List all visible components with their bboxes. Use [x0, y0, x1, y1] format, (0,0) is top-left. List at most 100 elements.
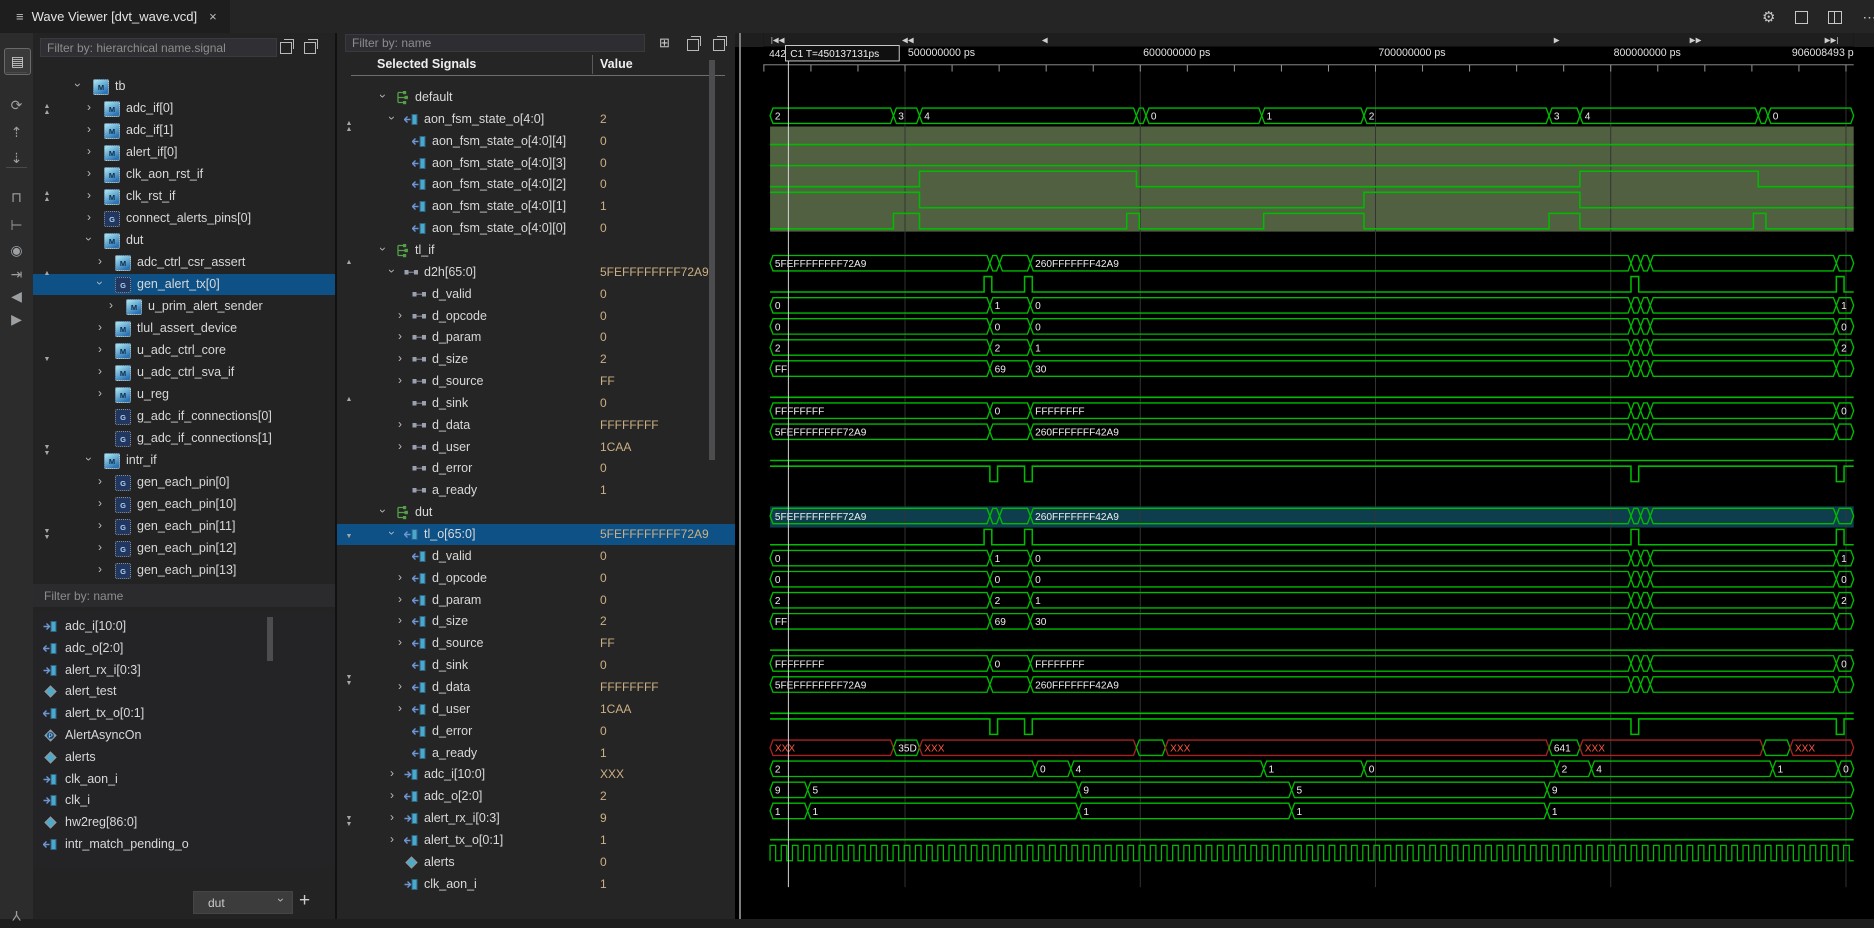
port-item-intr_match_pending_o[interactable]: intr_match_pending_o [33, 834, 335, 855]
download-icon[interactable]: ⇣ [10, 150, 23, 166]
chevron-collapsed-icon[interactable]: › [98, 254, 102, 268]
chevron-collapsed-icon[interactable]: › [98, 474, 102, 488]
record-icon[interactable]: ◉ [10, 242, 23, 258]
chevron-collapsed-icon[interactable]: › [398, 591, 402, 606]
signal-row-d2h[65:0][interactable]: › d2h[65:0] 5FEFFFFFFFF72A9 [337, 262, 735, 283]
chevron-collapsed-icon[interactable]: › [87, 144, 91, 158]
chevron-collapsed-icon[interactable]: › [390, 766, 394, 781]
chevron-collapsed-icon[interactable]: › [398, 613, 402, 628]
chevron-expanded-icon[interactable]: › [376, 509, 390, 514]
prev-edge-icon[interactable]: ◀ [11, 288, 22, 304]
signal-row-d_valid[interactable]: d_valid 0 [337, 546, 735, 567]
goto-time-icon[interactable]: ⇥ [10, 266, 23, 282]
chevron-collapsed-icon[interactable]: › [398, 569, 402, 584]
signal-row-tl_if[interactable]: › tl_if [337, 240, 735, 261]
reload-icon[interactable]: ⟳ [10, 97, 23, 113]
scroll-marker-down[interactable]: ▼ ▼ [345, 674, 353, 687]
port-item-alerts[interactable]: alerts [33, 747, 335, 768]
signal-row-alert_tx_o[0:1][interactable]: › alert_tx_o[0:1] 1 [337, 830, 735, 851]
chevron-collapsed-icon[interactable]: › [98, 496, 102, 510]
chevron-collapsed-icon[interactable]: › [398, 678, 402, 693]
chevron-collapsed-icon[interactable]: › [98, 518, 102, 532]
split-editor-icon[interactable] [1828, 10, 1843, 24]
editor-tab[interactable]: ≡ Wave Viewer [dvt_wave.vcd] × [0, 0, 230, 33]
chevron-collapsed-icon[interactable]: › [87, 188, 91, 202]
interval-icon[interactable]: ⊢ [10, 217, 23, 233]
signal-row-alert_rx_i[0:3][interactable]: › alert_rx_i[0:3] 9 [337, 808, 735, 829]
port-item-adc_o[2:0][interactable]: adc_o[2:0] [33, 638, 335, 659]
next-edge-icon[interactable]: ▶ [11, 311, 22, 327]
chevron-collapsed-icon[interactable]: › [109, 298, 113, 312]
signal-row-d_param[interactable]: › d_param 0 [337, 327, 735, 348]
chevron-collapsed-icon[interactable]: › [98, 540, 102, 554]
scroll-marker-up[interactable]: ▲ ▲ [345, 120, 353, 133]
chevron-collapsed-icon[interactable]: › [98, 320, 102, 334]
chevron-collapsed-icon[interactable]: › [98, 562, 102, 576]
selected-signals-filter-input[interactable] [345, 34, 645, 52]
chevron-expanded-icon[interactable]: › [71, 83, 85, 87]
chevron-collapsed-icon[interactable]: › [398, 635, 402, 650]
chevron-collapsed-icon[interactable]: › [98, 386, 102, 400]
signal-row-aon_fsm_state_o[4:0][2][interactable]: aon_fsm_state_o[4:0][2] 0 [337, 174, 735, 195]
scroll-marker-down[interactable]: ▼ [345, 533, 353, 540]
wave-canvas[interactable]: 500000000 ps 600000000 ps 700000000 ps 8000… [743, 33, 1874, 919]
chevron-collapsed-icon[interactable]: › [398, 700, 402, 715]
chevron-expanded-icon[interactable]: › [82, 237, 96, 241]
chevron-collapsed-icon[interactable]: › [398, 416, 402, 431]
signal-row-adc_i[10:0][interactable]: › adc_i[10:0] XXX [337, 764, 735, 785]
port-item-hw2reg[86:0][interactable]: hw2reg[86:0] [33, 812, 335, 833]
signal-row-tl_o[65:0][interactable]: › tl_o[65:0] 5FEFFFFFFFF72A9 [337, 524, 735, 545]
chevron-expanded-icon[interactable]: › [385, 115, 399, 120]
chevron-collapsed-icon[interactable]: › [87, 166, 91, 180]
hierarchy-view-icon[interactable]: Y [11, 907, 22, 924]
chevron-expanded-icon[interactable]: › [376, 246, 390, 251]
scroll-marker-up[interactable]: ▲ ▲ [43, 190, 51, 203]
scroll-marker-up[interactable]: ▲ [43, 270, 51, 277]
signal-row-d_user[interactable]: › d_user 1CAA [337, 437, 735, 458]
signal-row-d_data[interactable]: › d_data FFFFFFFF [337, 677, 735, 698]
chevron-collapsed-icon[interactable]: › [87, 122, 91, 136]
chevron-collapsed-icon[interactable]: › [98, 342, 102, 356]
port-item-adc_i[10:0][interactable]: adc_i[10:0] [33, 616, 335, 637]
chevron-collapsed-icon[interactable]: › [390, 831, 394, 846]
signal-row-d_sink[interactable]: d_sink 0 [337, 655, 735, 676]
signal-row-aon_fsm_state_o[4:0][1][interactable]: aon_fsm_state_o[4:0][1] 1 [337, 196, 735, 217]
gear-icon[interactable]: ⚙ [1762, 9, 1776, 26]
signal-row-d_valid[interactable]: d_valid 0 [337, 284, 735, 305]
upload-icon[interactable]: ⇡ [10, 124, 23, 140]
scroll-marker-up[interactable]: ▲ ▲ [43, 103, 51, 116]
signal-row-d_param[interactable]: › d_param 0 [337, 590, 735, 611]
expand-all-icon[interactable] [687, 36, 701, 51]
chevron-collapsed-icon[interactable]: › [390, 788, 394, 803]
signal-row-adc_o[2:0][interactable]: › adc_o[2:0] 2 [337, 786, 735, 807]
chevron-expanded-icon[interactable]: › [385, 268, 399, 273]
chevron-expanded-icon[interactable]: › [93, 281, 107, 285]
signal-row-clk_aon_i[interactable]: clk_aon_i 1 [337, 874, 735, 895]
signal-row-d_size[interactable]: › d_size 2 [337, 349, 735, 370]
scroll-marker-down[interactable]: ▼ ▼ [345, 815, 353, 828]
menu-icon[interactable]: ≡ [16, 9, 24, 24]
signal-row-aon_fsm_state_o[4:0][3][interactable]: aon_fsm_state_o[4:0][3] 0 [337, 153, 735, 174]
port-item-alert_rx_i[0:3][interactable]: alert_rx_i[0:3] [33, 660, 335, 681]
chevron-collapsed-icon[interactable]: › [398, 373, 402, 388]
signal-row-d_opcode[interactable]: › d_opcode 0 [337, 306, 735, 327]
more-actions-icon[interactable]: ⋯ [1862, 8, 1874, 25]
signal-row-d_error[interactable]: d_error 0 [337, 458, 735, 479]
chevron-expanded-icon[interactable]: › [82, 457, 96, 461]
panel-divider[interactable] [739, 33, 741, 919]
scroll-marker-up[interactable]: ▲ [345, 259, 353, 266]
add-signal-button[interactable]: + [299, 890, 311, 911]
